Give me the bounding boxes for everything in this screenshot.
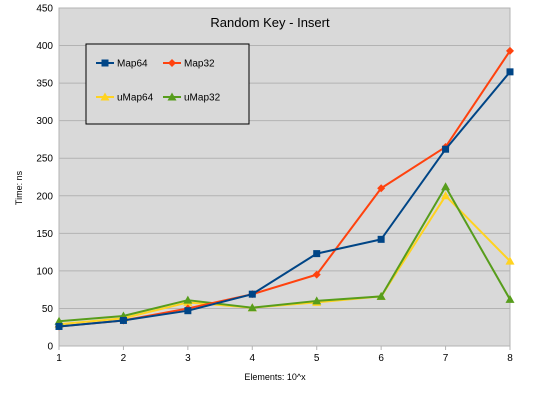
y-tick-label: 250 — [36, 154, 53, 165]
y-tick-label: 300 — [36, 116, 53, 127]
data-point — [119, 316, 127, 324]
legend-label: Map32 — [184, 59, 215, 70]
x-tick-label: 6 — [378, 353, 384, 364]
data-point — [505, 294, 515, 303]
data-point — [506, 46, 514, 55]
y-axis-ticks: 0 50 100 150 200 250 300 350 400 450 — [36, 4, 53, 353]
x-tick-label: 4 — [250, 353, 256, 364]
data-point — [312, 296, 322, 305]
data-point — [506, 68, 514, 76]
legend-label: uMap32 — [184, 93, 221, 104]
y-tick-label: 400 — [36, 41, 53, 52]
series-map64 — [55, 68, 514, 330]
data-point — [505, 256, 515, 265]
y-tick-label: 100 — [36, 266, 53, 277]
y-tick-label: 50 — [42, 304, 54, 315]
legend-item-map32: Map32 — [163, 59, 215, 70]
data-point — [312, 270, 321, 279]
x-tick-label: 7 — [443, 353, 449, 364]
x-tick-label: 8 — [507, 353, 513, 364]
data-point — [377, 184, 386, 193]
series-umap32 — [54, 182, 515, 325]
legend-label: uMap64 — [117, 93, 154, 104]
data-point — [442, 145, 450, 153]
legend-swatch-marker — [168, 59, 176, 67]
data-point — [247, 303, 257, 312]
series-line — [58, 185, 511, 323]
data-point — [54, 316, 64, 325]
data-point — [184, 307, 192, 315]
x-tick-label: 2 — [121, 353, 127, 364]
series-layer — [54, 46, 515, 331]
data-point — [441, 191, 451, 200]
legend-item-umap64: uMap64 — [96, 92, 154, 104]
series-line — [58, 71, 511, 328]
y-tick-label: 150 — [36, 229, 53, 240]
x-tick-label: 1 — [56, 353, 62, 364]
data-point — [313, 250, 321, 258]
chart-title: Random Key - Insert — [210, 15, 330, 30]
data-point — [55, 322, 63, 330]
y-tick-label: 350 — [36, 79, 53, 90]
legend-swatch-marker — [100, 92, 110, 101]
data-point — [248, 290, 256, 298]
data-point — [376, 291, 386, 300]
x-tick-label: 3 — [185, 353, 191, 364]
legend-swatch-marker — [101, 59, 109, 67]
legend-swatch-marker — [167, 92, 177, 101]
legend: Map64 Map32 uMap64 uMap32 — [85, 43, 250, 125]
x-axis-ticks: 1 2 3 4 5 6 7 8 — [56, 346, 513, 364]
y-tick-label: 450 — [36, 4, 53, 15]
legend-label: Map64 — [117, 59, 148, 70]
y-axis-label: Time: ns — [14, 170, 24, 205]
legend-box — [85, 43, 250, 125]
y-tick-label: 0 — [47, 342, 53, 353]
y-tick-label: 200 — [36, 191, 53, 202]
legend-item-umap32: uMap32 — [163, 92, 221, 104]
data-point — [377, 235, 385, 243]
x-axis-label: Elements: 10^x — [244, 372, 306, 382]
data-point — [183, 295, 193, 304]
data-point — [441, 182, 451, 191]
legend-item-map64: Map64 — [96, 59, 148, 70]
x-tick-label: 5 — [314, 353, 320, 364]
